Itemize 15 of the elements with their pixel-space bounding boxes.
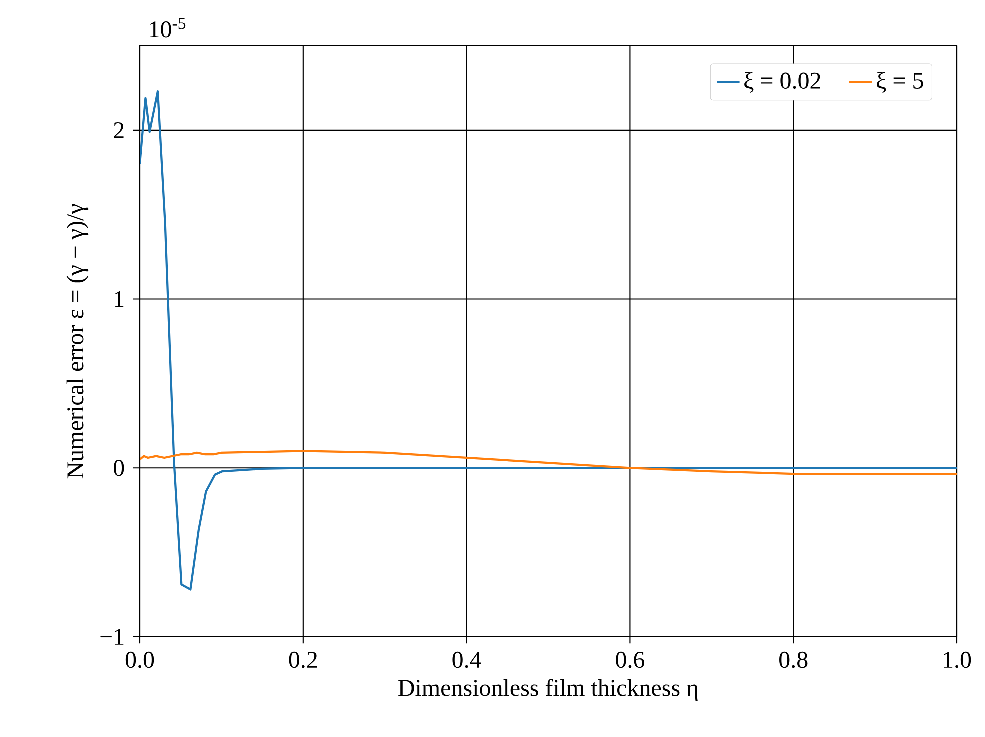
y-tick-label: 0 bbox=[114, 460, 124, 476]
legend-label: ξ = 0.02 bbox=[744, 72, 820, 93]
x-axis-title: Dimensionless film thickness η bbox=[398, 679, 698, 702]
y-tick-label: −1 bbox=[100, 629, 124, 645]
legend-label: ξ = 5 bbox=[877, 72, 924, 93]
x-tick-label: 0.6 bbox=[616, 652, 644, 668]
x-tick-label: 0.8 bbox=[780, 652, 808, 668]
x-tick-label: 0.0 bbox=[126, 652, 154, 668]
y-tick-label: 1 bbox=[115, 291, 124, 308]
x-tick-label: 0.4 bbox=[452, 652, 482, 668]
x-tick-label: 0.2 bbox=[289, 652, 318, 668]
x-tick-label: 1.0 bbox=[944, 652, 972, 668]
text: 10$^{-5}$ bbox=[150, 18, 186, 38]
y-tick-label: 2 bbox=[114, 122, 124, 138]
y-axis-title: Numerical error ε = (γ − γ)/γ bbox=[66, 204, 89, 479]
